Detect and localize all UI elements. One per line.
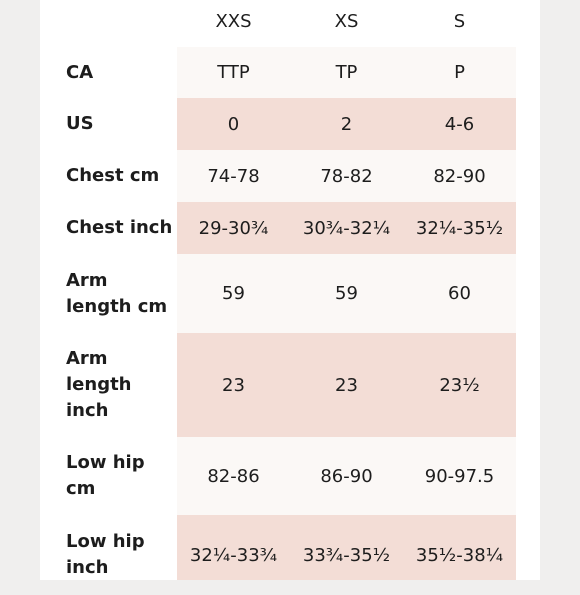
table-cell: 4-6	[444, 113, 475, 135]
table-cell: 74-78	[207, 165, 260, 187]
table-cell: P	[454, 62, 465, 83]
column-header-xs: XS	[334, 11, 359, 32]
table-cell: 82-90	[433, 165, 486, 187]
row-band	[177, 150, 516, 202]
table-cell: TP	[335, 62, 358, 83]
table-cell: 59	[222, 283, 245, 304]
column-header-xxs: XXS	[215, 11, 252, 32]
table-cell: TTP	[217, 62, 250, 83]
table-cell: 23	[222, 374, 245, 396]
row-label-arm-length-cm: Arm length cm	[66, 269, 168, 317]
row-band	[177, 515, 516, 580]
table-cell: 82-86	[207, 465, 260, 487]
row-label-us: US	[66, 113, 94, 134]
table-cell: 29-30¾	[198, 217, 269, 239]
row-label-arm-length-inch: Arm length inch	[66, 348, 132, 421]
row-band	[177, 254, 516, 333]
table-cell: 60	[448, 283, 471, 304]
table-cell: 2	[340, 113, 353, 135]
table-cell: 0	[227, 113, 240, 135]
table-cell: 33¾-35½	[302, 544, 391, 566]
row-label-chest-inch: Chest inch	[66, 217, 173, 238]
table-cell: 23½	[439, 374, 480, 396]
row-band	[177, 98, 516, 150]
row-label-ca: CA	[66, 61, 94, 83]
table-cell: 35½-38¼	[415, 544, 504, 566]
row-label-low-hip-inch: Low hip inch	[66, 531, 145, 578]
table-cell: 32¼-35½	[415, 217, 504, 239]
table-cell: 86-90	[320, 465, 373, 487]
column-header-s: S	[453, 11, 466, 32]
table-cell: 23	[335, 374, 358, 396]
table-cell: 78-82	[320, 165, 373, 187]
row-band	[177, 333, 516, 437]
row-label-low-hip-cm: Low hip cm	[66, 452, 145, 499]
row-label-chest-cm: Chest cm	[66, 165, 160, 186]
table-cell: 90-97.5	[424, 465, 495, 487]
row-band	[177, 437, 516, 515]
table-cell: 59	[335, 283, 358, 304]
table-cell: 30¾-32¼	[302, 217, 391, 239]
row-band	[177, 202, 516, 254]
table-cell: 32¼-33¾	[189, 544, 278, 566]
row-band	[177, 47, 516, 98]
